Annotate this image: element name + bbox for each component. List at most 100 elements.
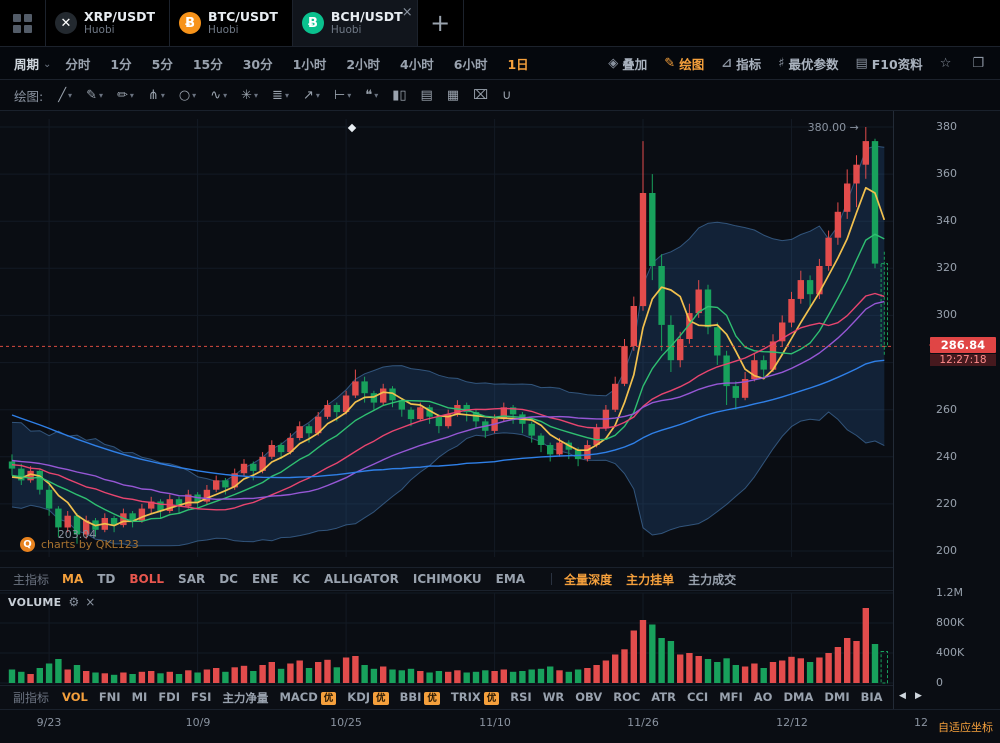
ellipse-tool[interactable]: ○ ▾ [179,88,196,103]
wave-tool[interactable]: ∿ ▾ [210,88,227,103]
period-1m[interactable]: 1分 [110,56,132,72]
indicator-obv[interactable]: OBV [575,690,602,706]
indicator-dma[interactable]: DMA [783,690,813,706]
adaptive-scale-button[interactable]: 自适应坐标 [938,721,993,734]
indicator-trix[interactable]: TRIX 优 [451,690,500,706]
indicator-mi[interactable]: MI [132,690,148,706]
indicator-ichimoku[interactable]: ICHIMOKU [413,572,482,586]
indicator-mfi[interactable]: MFI [719,690,743,706]
indicator-wr[interactable]: WR [543,690,565,706]
indicator-macd[interactable]: MACD 优 [279,690,337,706]
f10-info-button[interactable]: ▤ F10资料 [855,54,922,73]
arrow-tool[interactable]: ↗ ▾ [303,88,320,103]
price-axis[interactable]: 286.84 12:27:18 380360340320300280260240… [893,111,1000,709]
export-tool[interactable]: ▤ [421,88,433,103]
indicator-rsi[interactable]: RSI [510,690,531,706]
main-indicator-label: 主指标 [13,572,50,587]
indicator-main-trades[interactable]: 主力成交 [688,571,736,588]
indicator-ao[interactable]: AO [754,690,773,706]
indicator-dmi[interactable]: DMI [824,690,849,706]
add-tab-button[interactable]: + [418,0,464,46]
trash-tool[interactable]: ⌧ [473,88,488,103]
draw-button[interactable]: ✎ 绘图 [664,54,704,73]
indicator-fsi[interactable]: FSI [191,690,211,706]
pattern-tool[interactable]: ≣ ▾ [272,88,289,103]
indicator-fdi[interactable]: FDI [158,690,180,706]
chevron-down-icon: ▾ [98,90,103,100]
scroll-left-button[interactable]: ◀ [899,691,906,701]
apps-grid-button[interactable] [0,0,46,46]
pitchfork-icon: ⋔ [147,87,159,103]
period-fenshi[interactable]: 分时 [65,56,91,72]
best-params-button[interactable]: ♯ 最优参数 [778,54,838,73]
trend-line-tool[interactable]: ╱ ▾ [58,88,72,103]
indicator-full-depth[interactable]: 全量深度 [564,571,612,588]
period-6h[interactable]: 6小时 [453,56,488,72]
overlay-button[interactable]: ◈ 叠加 [608,54,647,73]
indicator-kc[interactable]: KC [292,572,310,586]
period-30m[interactable]: 30分 [242,56,273,72]
tab-xrp-usdt[interactable]: ✕ XRP/USDT Huobi [46,0,171,46]
scroll-right-button[interactable]: ▶ [915,691,922,701]
favorite-button[interactable]: ☆ [940,56,956,71]
pitchfork-tool[interactable]: ⋔ ▾ [148,88,165,103]
indicator-alligator[interactable]: ALLIGATOR [324,572,399,586]
period-2h[interactable]: 2小时 [346,56,381,72]
volume-profile-icon: ▮▯ [392,87,407,103]
indicator-button[interactable]: ⊿ 指标 [721,54,761,73]
pen-tool[interactable]: ✏ ▾ [117,88,134,103]
callout-tool[interactable]: ❝ ▾ [365,88,378,103]
time-axis-label: 11/10 [479,716,511,729]
period-1h[interactable]: 1小时 [292,56,327,72]
draw-anchor-marker [347,123,357,133]
indicator-fni[interactable]: FNI [99,690,121,706]
indicator-name: OBV [575,689,603,704]
tab-bch-usdt[interactable]: Ƀ BCH/USDT Huobi × [292,0,418,46]
chevron-down-icon: ▾ [68,90,73,100]
period-4h[interactable]: 4小时 [400,56,434,72]
indicator-ma[interactable]: MA [62,572,83,586]
indicator-sar[interactable]: SAR [178,572,205,586]
indicator-main-orders[interactable]: 主力挂单 [626,571,674,588]
chevron-down-icon[interactable]: ⌄ [43,58,52,70]
indicator-ema[interactable]: EMA [496,572,525,586]
indicator-boll[interactable]: BOLL [129,572,164,586]
indicator-main-net-volume[interactable]: 主力净量 [222,690,268,706]
indicator-cci[interactable]: CCI [687,690,708,706]
indicator-atr[interactable]: ATR [651,690,676,706]
indicator-name: BOLL [129,572,165,586]
tab-labels: BTC/USDT Huobi [208,9,278,36]
histogram-tool[interactable]: ▦ [447,88,459,103]
indicator-ene[interactable]: ENE [252,572,278,586]
candlestick-chart[interactable]: 380.00 → 203.04 [0,111,893,567]
period-15m[interactable]: 15分 [192,56,223,72]
close-icon[interactable]: × [85,595,96,609]
fibonacci-tool[interactable]: ✳ ▾ [241,88,258,103]
indicator-name: DC [219,572,238,586]
magnet-tool[interactable]: ∪ [502,88,512,103]
brush-tool[interactable]: ✎ ▾ [86,88,103,103]
indicator-td[interactable]: TD [97,572,115,586]
time-axis[interactable]: 自适应坐标 9/23 10/9 10/25 11/10 11/26 12/12 12 [0,709,1000,743]
qkl123-logo-icon: Q [20,537,35,552]
horizontal-line-tool[interactable]: ⊢ ▾ [334,88,351,103]
indicator-name: ALLIGATOR [324,572,399,586]
indicator-roc[interactable]: ROC [613,690,640,706]
indicator-name: TD [97,572,116,586]
close-icon[interactable]: × [401,5,413,20]
tab-btc-usdt[interactable]: Ƀ BTC/USDT Huobi [170,0,293,46]
indicator-bbi[interactable]: BBI 优 [400,690,440,706]
period-1d[interactable]: 1日 [507,56,529,72]
fullscreen-button[interactable]: ❐ [972,56,988,71]
chart-area: 380.00 → 203.04 Q charts by QKL123 主指标 MA… [0,111,1000,743]
indicator-name: AO [753,689,773,704]
gear-icon[interactable]: ⚙ [68,595,80,609]
indicator-bia[interactable]: BIA [861,690,883,706]
indicator-dc[interactable]: DC [219,572,238,586]
indicator-vol[interactable]: VOL [62,690,88,706]
period-5m[interactable]: 5分 [151,56,173,72]
volume-profile-tool[interactable]: ▮▯ [392,88,406,103]
indicator-kdj[interactable]: KDJ 优 [347,690,389,706]
volume-chart[interactable] [0,591,893,685]
volume-axis-label: 0 [936,676,943,689]
